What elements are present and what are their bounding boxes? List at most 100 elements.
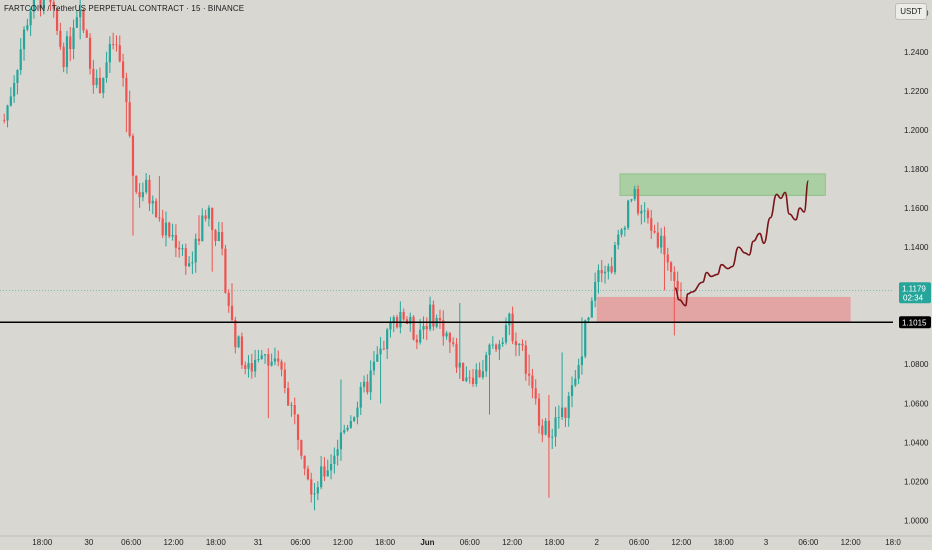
x-tick-label: 18:00 (714, 538, 735, 547)
x-tick-label: 18:00 (32, 538, 53, 547)
candle-body (580, 356, 584, 366)
candle-body (329, 464, 333, 471)
candle-body (88, 37, 92, 69)
candle-body (306, 468, 310, 480)
candle-body (168, 222, 171, 237)
candle-body (679, 289, 683, 291)
x-tick-label: 2 (595, 538, 600, 547)
x-tick-label: 18:00 (375, 538, 396, 547)
candle-body (145, 179, 148, 193)
candle-body (191, 262, 194, 264)
candle-body (521, 343, 524, 346)
x-tick-label: 30 (84, 538, 93, 547)
candle-body (452, 342, 455, 344)
candle-body (518, 343, 521, 346)
candle-body (594, 282, 597, 301)
candle-body (524, 345, 527, 374)
x-axis[interactable]: 18:00 30 06:00 12:00 18:00 31 06:00 12:00 18:00 J… (0, 535, 932, 547)
candle-body (112, 44, 115, 45)
candle-body (438, 317, 442, 321)
candle-body (102, 77, 105, 93)
candle-body (59, 30, 62, 47)
x-tick-label: 06:00 (798, 538, 819, 547)
candle-body (561, 407, 564, 418)
candle-body (541, 425, 544, 435)
candle-body (257, 359, 260, 361)
candle-body (65, 36, 69, 67)
candle-body (69, 36, 72, 49)
candle-body (320, 466, 323, 488)
x-tick-label: 12:00 (841, 538, 862, 547)
candle-body (230, 305, 234, 320)
candle-body (158, 217, 161, 219)
candle-body (362, 381, 366, 387)
candle-body (471, 377, 475, 385)
candle-body (600, 270, 603, 274)
candle-body (313, 493, 316, 495)
candle-body (234, 319, 237, 348)
candle-body (336, 449, 339, 456)
candle-body (290, 404, 293, 406)
candle-body (425, 325, 428, 330)
candle-body (613, 245, 617, 273)
x-tick-label: 12:00 (333, 538, 354, 547)
y-tick-label: 1.0400 (904, 438, 929, 447)
candle-body (353, 417, 356, 422)
candle-body (666, 254, 669, 263)
candle-body (13, 83, 16, 97)
candle-body (171, 235, 174, 237)
candle-body (475, 369, 478, 385)
candle-body (653, 230, 656, 233)
candle-body (221, 232, 224, 249)
candle-body (16, 69, 19, 84)
y-axis[interactable]: 1.26001.24001.22001.20001.18001.16001.14… (904, 9, 929, 526)
candle-body (154, 200, 158, 218)
candle-body (333, 455, 336, 465)
candle-body (6, 105, 9, 121)
support-price-value: 1.1015 (902, 318, 927, 327)
candle-body (187, 263, 191, 267)
candle-body (485, 354, 488, 372)
candle-body (369, 370, 372, 393)
projection-path[interactable] (674, 179, 810, 307)
entry-zone[interactable] (596, 296, 851, 323)
y-tick-label: 1.0000 (904, 516, 929, 525)
candle-body (478, 369, 481, 378)
candle-body (620, 229, 623, 235)
candle-body (95, 77, 98, 86)
y-tick-label: 1.0600 (904, 399, 929, 408)
candle-body (181, 248, 184, 250)
candle-body (376, 354, 379, 362)
candle-body (428, 304, 432, 330)
candle-body (359, 386, 362, 408)
candle-body (296, 414, 300, 440)
candle-body (128, 102, 131, 136)
candle-body (98, 77, 102, 93)
candle-body (570, 385, 574, 397)
candle-body (273, 358, 277, 362)
candle-body (39, 0, 42, 9)
price-tags: 1.1179 02:34 1.1015 (899, 282, 931, 329)
target-zone[interactable] (619, 173, 826, 196)
candle-body (409, 316, 412, 324)
candle-body (207, 207, 211, 219)
candle-body (343, 429, 346, 433)
candle-body (504, 325, 508, 343)
candle-body (121, 61, 125, 78)
candle-body (610, 266, 613, 273)
currency-button[interactable]: USDT (895, 3, 927, 20)
candle-body (643, 210, 646, 212)
candle-body (630, 199, 633, 201)
candle-body (481, 371, 484, 378)
candle-body (379, 348, 382, 355)
candle-body (201, 215, 204, 241)
candles-layer (3, 0, 683, 511)
candle-body (148, 179, 151, 204)
candle-body (280, 361, 283, 370)
y-tick-label: 1.1600 (904, 204, 929, 213)
candle-body (511, 313, 514, 342)
candle-body (217, 232, 220, 242)
x-tick-label: 12:00 (502, 538, 523, 547)
candle-body (164, 222, 168, 236)
